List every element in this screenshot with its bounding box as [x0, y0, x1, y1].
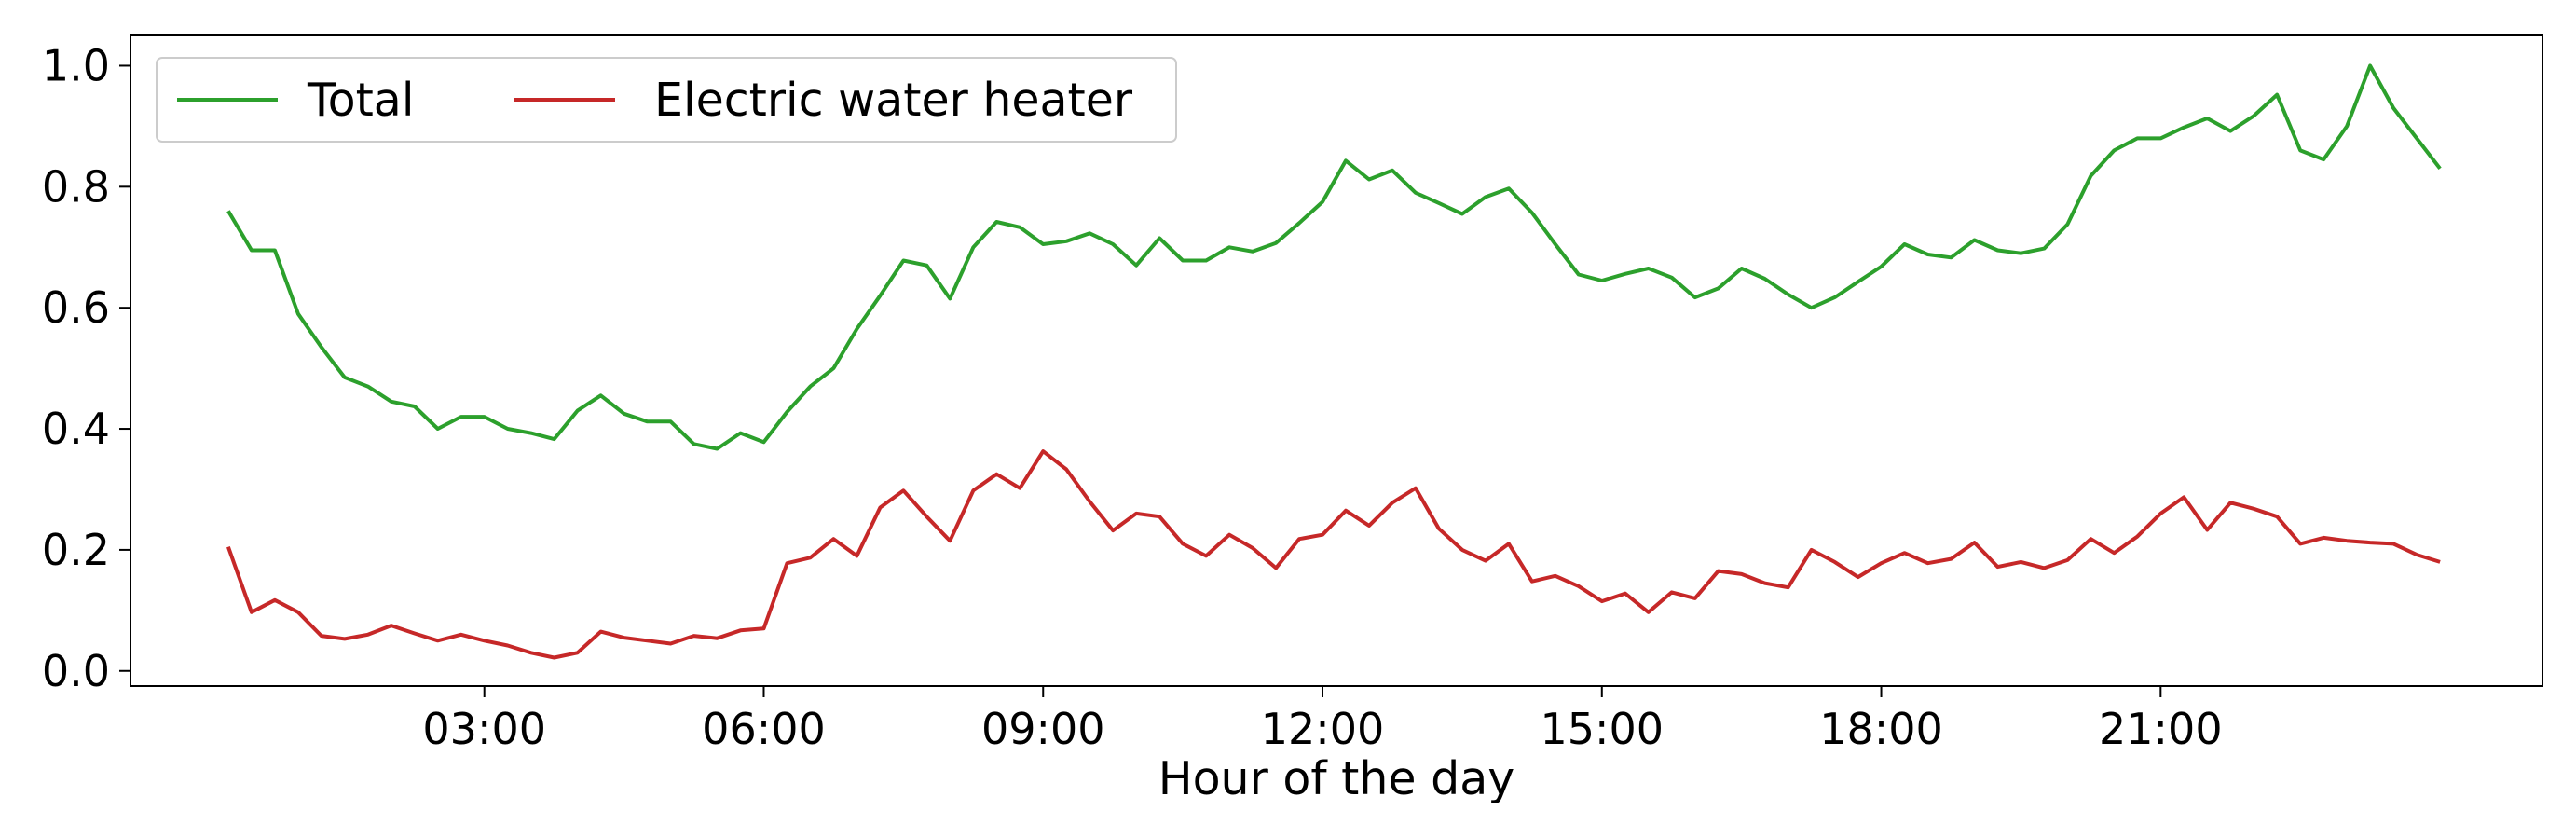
y-axis: 0.0 0.2 0.4 0.6 0.8 1.0 — [42, 40, 130, 696]
series-line-total — [226, 63, 2442, 451]
legend: Total Electric water heater — [156, 57, 1177, 143]
x-axis-title: Hour of the day — [1158, 752, 1515, 805]
series-line-electric-water-heater — [226, 449, 2441, 660]
y-tick-label: 0.8 — [42, 161, 110, 212]
x-tick-label: 12:00 — [1261, 704, 1385, 754]
legend-label-total: Total — [307, 74, 414, 127]
y-tick-label: 0.6 — [42, 282, 110, 333]
legend-label-electric-water-heater: Electric water heater — [654, 74, 1133, 127]
legend-box — [156, 57, 1177, 143]
y-tick-label: 0.0 — [42, 646, 110, 696]
plot-frame — [130, 34, 2543, 687]
x-tick-label: 15:00 — [1540, 704, 1664, 754]
x-tick-label: 03:00 — [422, 704, 546, 754]
x-tick-label: 21:00 — [2099, 704, 2223, 754]
x-tick-label: 18:00 — [1819, 704, 1943, 754]
x-axis: 03:00 06:00 09:00 12:00 15:00 18:00 21:00 — [422, 686, 2223, 754]
x-tick-label: 09:00 — [981, 704, 1105, 754]
y-tick-label: 0.2 — [42, 525, 110, 575]
x-tick-label: 06:00 — [702, 704, 826, 754]
y-tick-label: 1.0 — [42, 40, 110, 90]
y-tick-label: 0.4 — [42, 404, 110, 454]
series-layer — [226, 63, 2442, 660]
